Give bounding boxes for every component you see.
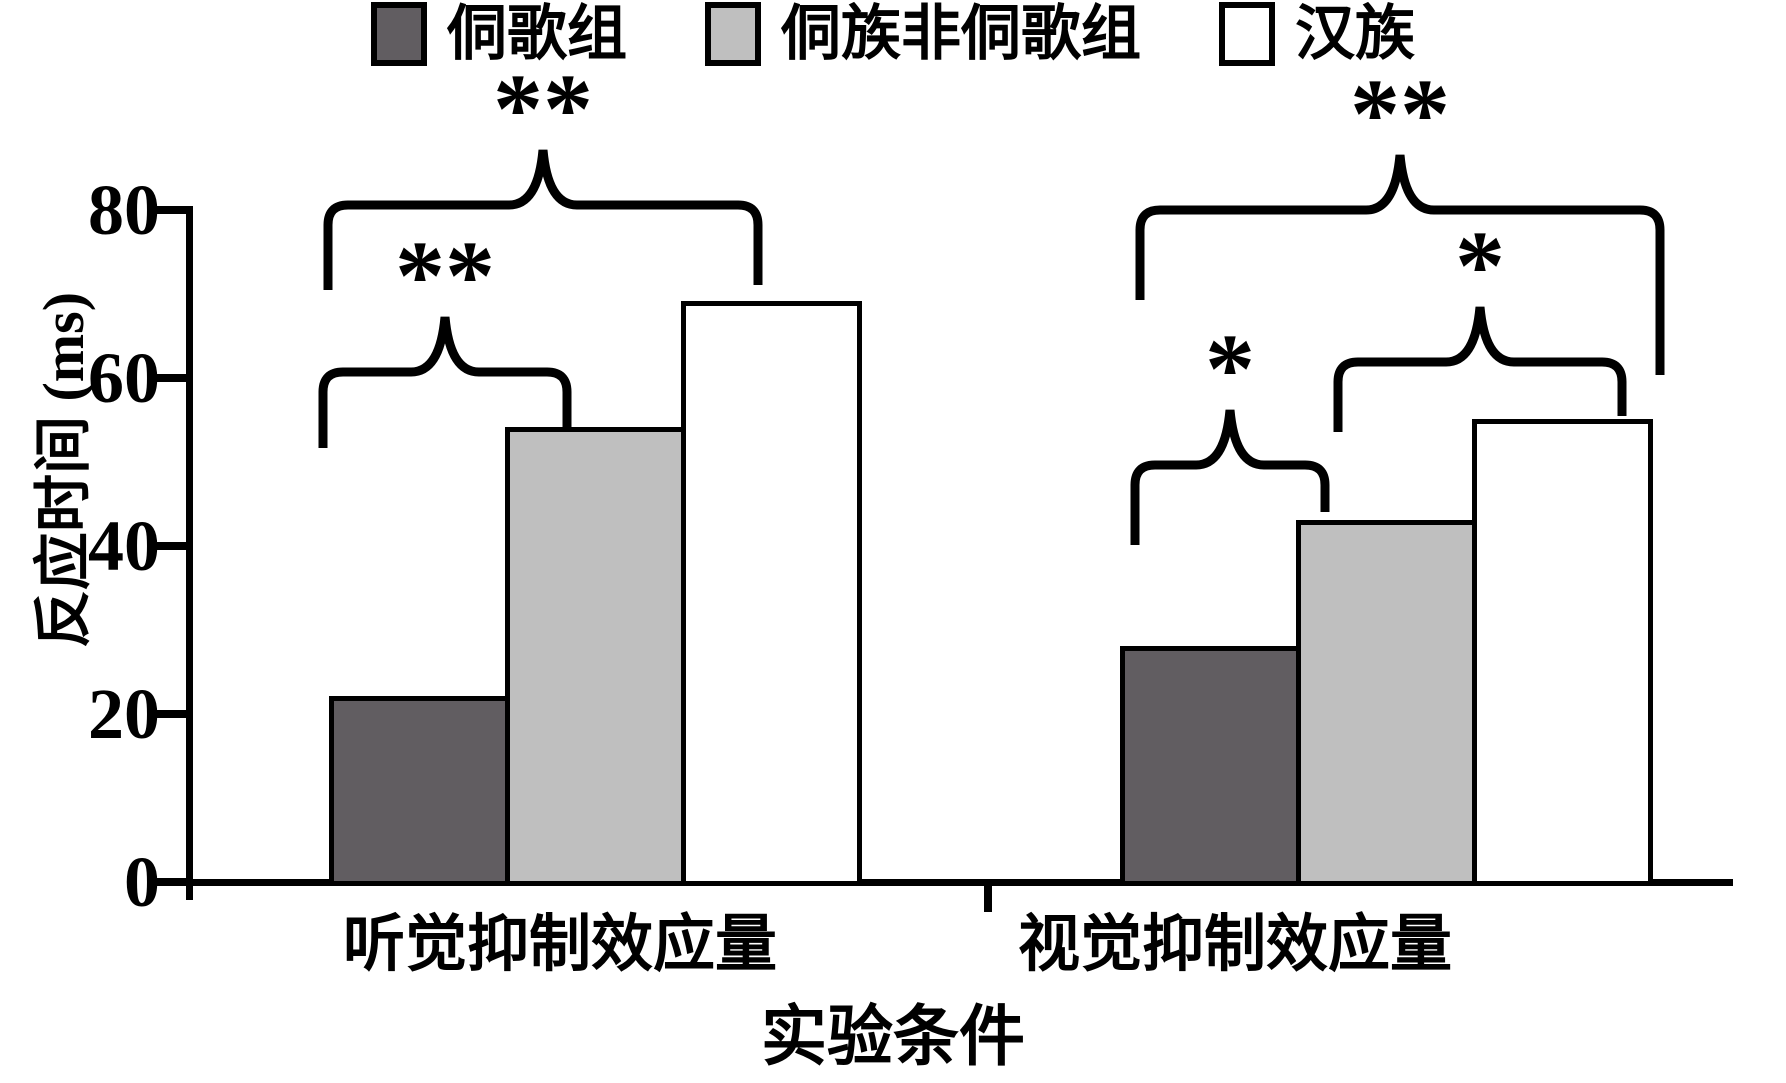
y-tick-label-20: 20 bbox=[88, 674, 160, 754]
y-tick-80 bbox=[152, 206, 188, 214]
significance-label-1: ** bbox=[493, 53, 593, 164]
y-axis-title: 反应时间 (ms) bbox=[31, 291, 96, 649]
brace-path-4 bbox=[1135, 154, 1665, 375]
legend-swatch-dong-song-group bbox=[371, 2, 427, 66]
brace-path-2 bbox=[1130, 409, 1330, 545]
significance-label-3: * bbox=[1455, 210, 1505, 321]
bar-视觉抑制效应量-侗歌组 bbox=[1120, 645, 1301, 886]
legend-swatch-han-group bbox=[1219, 2, 1275, 66]
x-axis-line bbox=[186, 879, 1733, 886]
significance-brace-3: * bbox=[1333, 210, 1627, 432]
y-tick-60 bbox=[152, 374, 188, 382]
bar-视觉抑制效应量-侗族非侗歌组 bbox=[1296, 519, 1477, 886]
brace-path-3 bbox=[1333, 306, 1627, 432]
bar-听觉抑制效应量-侗族非侗歌组 bbox=[505, 427, 686, 886]
significance-label-2: * bbox=[1205, 313, 1255, 424]
legend-item-han-group: 汉族 bbox=[1219, 2, 1415, 66]
x-axis-title: 实验条件 bbox=[761, 1001, 1025, 1074]
legend-label-han-group: 汉族 bbox=[1295, 1, 1415, 67]
y-tick-label-60: 60 bbox=[88, 338, 160, 418]
significance-label-0: ** bbox=[395, 220, 495, 331]
legend-swatch-dong-nonsong-group bbox=[705, 2, 761, 66]
significance-brace-1: ** bbox=[323, 53, 763, 290]
y-tick-40 bbox=[152, 542, 188, 550]
y-tick-label-40: 40 bbox=[88, 506, 160, 586]
category-label-visual: 视觉抑制效应量 bbox=[1017, 911, 1452, 979]
bar-听觉抑制效应量-侗歌组 bbox=[329, 696, 510, 886]
legend-label-dong-song-group: 侗歌组 bbox=[447, 1, 627, 67]
bar-视觉抑制效应量-汉族 bbox=[1472, 419, 1653, 886]
y-tick-0 bbox=[152, 878, 188, 886]
x-axis-separator-tick bbox=[984, 884, 992, 912]
brace-path-0 bbox=[318, 316, 572, 448]
legend-label-dong-nonsong-group: 侗族非侗歌组 bbox=[781, 1, 1141, 67]
significance-brace-0: ** bbox=[318, 220, 572, 448]
legend-item-dong-nonsong-group: 侗族非侗歌组 bbox=[705, 2, 1141, 66]
significance-label-4: ** bbox=[1350, 58, 1450, 169]
category-label-auditory: 听觉抑制效应量 bbox=[342, 911, 777, 979]
y-tick-label-80: 80 bbox=[88, 170, 160, 250]
legend-item-dong-song-group: 侗歌组 bbox=[371, 2, 627, 66]
y-axis-line bbox=[186, 206, 193, 900]
brace-path-1 bbox=[323, 149, 763, 290]
legend: 侗歌组 侗族非侗歌组 汉族 bbox=[0, 2, 1786, 66]
y-tick-label-0: 0 bbox=[124, 842, 160, 922]
significance-brace-2: * bbox=[1130, 313, 1330, 545]
y-tick-20 bbox=[152, 710, 188, 718]
significance-brace-4: ** bbox=[1135, 58, 1665, 375]
bar-听觉抑制效应量-汉族 bbox=[681, 301, 862, 886]
